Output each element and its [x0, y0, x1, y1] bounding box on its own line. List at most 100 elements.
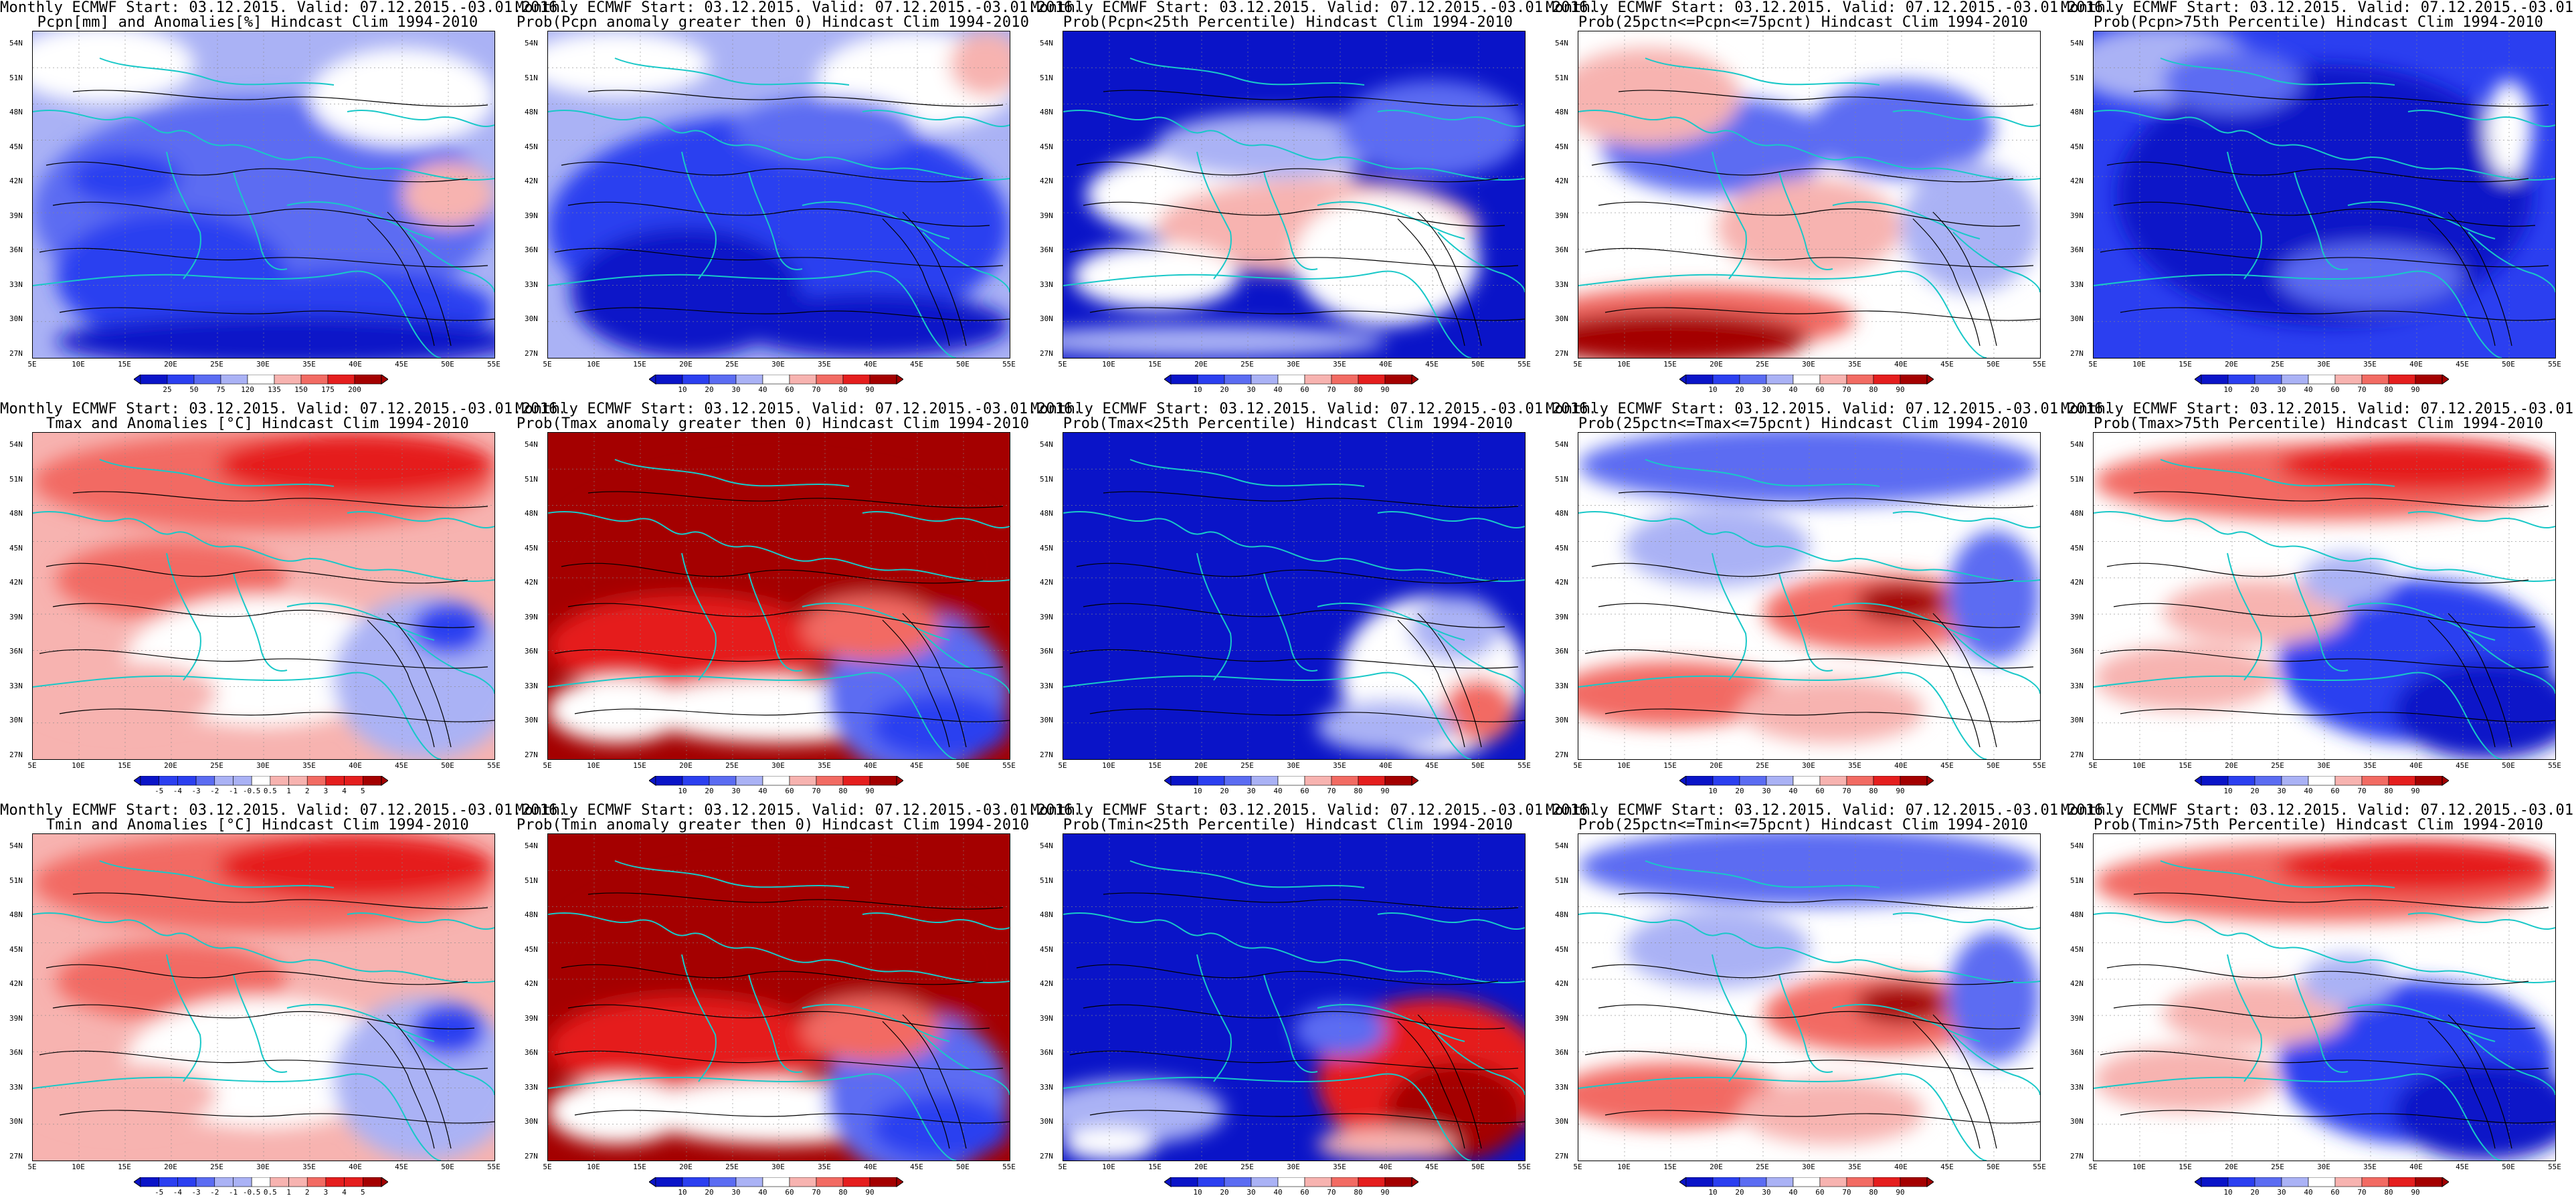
longitude-label: 15E [1148, 761, 1162, 770]
longitude-label: 40E [1894, 761, 1908, 770]
longitude-label: 20E [1194, 360, 1208, 369]
panel-subtitle: Prob(Pcpn>75th Percentile) Hindcast Clim… [2093, 14, 2544, 31]
longitude-label: 25E [1240, 1163, 1254, 1171]
colorbar-tick-label: 70 [1327, 787, 1336, 795]
latitude-label: 42N [525, 578, 538, 587]
latitude-label: 36N [1040, 647, 1053, 656]
colorbar-tick-label: 10 [678, 385, 687, 394]
colorbar-tick-label: 200 [348, 385, 361, 394]
longitude-label: 45E [1425, 761, 1439, 770]
longitude-label: 35E [1848, 360, 1861, 369]
latitude-label: 27N [2070, 750, 2084, 759]
latitude-label: 30N [1040, 1117, 1053, 1126]
colorbar-tick-label: 90 [2411, 385, 2420, 394]
colorbar-tick-label: 80 [1354, 385, 1363, 394]
map-area [547, 31, 1010, 359]
latitude-label: 48N [525, 910, 538, 920]
latitude-label: 42N [9, 177, 23, 186]
longitude-label: 55E [1517, 360, 1531, 369]
longitude-label: 25E [1756, 1163, 1769, 1171]
longitude-label: 50E [441, 360, 454, 369]
latitude-label: 39N [2070, 1013, 2084, 1023]
colorbar-tick-label: 40 [1273, 385, 1283, 394]
map-area [1578, 432, 2041, 760]
colorbar-tick-label: 60 [1815, 385, 1825, 394]
longitude-label: 15E [1148, 1163, 1162, 1171]
longitude-label: 5E [27, 360, 37, 369]
longitude-label: 10E [587, 761, 600, 770]
latitude-label: 48N [9, 108, 23, 117]
latitude-label: 27N [1555, 349, 1568, 358]
colorbar-tick-label: 60 [1300, 1188, 1309, 1197]
longitude-label: 25E [1240, 360, 1254, 369]
latitude-label: 54N [1555, 39, 1568, 47]
longitude-label: 35E [2363, 360, 2377, 369]
longitude-label: 55E [2548, 360, 2561, 369]
longitude-label: 5E [1058, 761, 1067, 770]
longitude-label: 50E [441, 761, 454, 770]
map-area [1063, 31, 1526, 359]
latitude-label: 30N [9, 716, 23, 725]
colorbar-tick-label: 10 [2223, 787, 2233, 795]
longitude-label: 25E [1240, 761, 1254, 770]
longitude-label: 25E [210, 360, 223, 369]
colorbar-tick-label: 60 [2330, 1188, 2340, 1197]
colorbar: -5 -4 -3 -2 -1 -0.5 0.5 1 2 3 4 5 [134, 1177, 388, 1197]
latitude-label: 33N [2070, 1082, 2084, 1092]
panel-subtitle: Prob(25pctn<=Tmin<=75pcnt) Hindcast Clim… [1578, 817, 2029, 833]
colorbar-tick-label: 90 [1380, 787, 1390, 795]
latitude-label: 33N [1040, 1082, 1053, 1092]
longitude-label: 20E [679, 1163, 693, 1171]
latitude-label: 42N [2070, 177, 2084, 186]
colorbar-tick-label: -4 [173, 787, 182, 795]
colorbar-tick-label: 120 [241, 385, 254, 394]
longitude-label: 10E [587, 360, 600, 369]
longitude-label: 20E [2225, 761, 2238, 770]
colorbar-tick-label: 90 [1380, 1188, 1390, 1197]
longitude-label: 20E [1710, 761, 1723, 770]
colorbar-tick-label: 10 [1708, 1188, 1718, 1197]
longitude-label: 30E [1802, 1163, 1815, 1171]
longitude-label: 35E [302, 761, 316, 770]
colorbar-tick-label: -3 [191, 1188, 201, 1197]
longitude-label: 20E [1710, 1163, 1723, 1171]
latitude-label: 42N [1040, 578, 1053, 587]
colorbar-tick-label: 60 [785, 787, 794, 795]
colorbar-tick-label: 40 [1788, 385, 1798, 394]
map-area [32, 833, 495, 1161]
colorbar-tick-label: 60 [2330, 385, 2340, 394]
longitude-label: 50E [956, 360, 970, 369]
latitude-label: 27N [9, 349, 23, 358]
colorbar-tick-label: 60 [2330, 787, 2340, 795]
latitude-label: 30N [525, 314, 538, 324]
longitude-label: 45E [1425, 360, 1439, 369]
latitude-label: 30N [1555, 716, 1568, 725]
longitude-label: 15E [2179, 360, 2192, 369]
colorbar-tick-label: 10 [1193, 787, 1202, 795]
colorbar-tick-label: -3 [191, 787, 201, 795]
longitude-label: 40E [864, 360, 877, 369]
latitude-label: 39N [2070, 211, 2084, 220]
panel-title: Monthly ECMWF Start: 03.12.2015. Valid: … [2061, 802, 2576, 819]
latitude-label: 54N [1040, 841, 1053, 850]
latitude-label: 42N [9, 578, 23, 587]
latitude-label: 39N [9, 1013, 23, 1023]
longitude-label: 5E [27, 1163, 37, 1171]
latitude-label: 27N [1040, 750, 1053, 759]
colorbar: 25 50 75 120 135 150 175 200 [134, 375, 388, 394]
colorbar-tick-label: 40 [758, 787, 767, 795]
latitude-label: 39N [1555, 211, 1568, 220]
longitude-label: 40E [864, 1163, 877, 1171]
longitude-label: 10E [1617, 761, 1631, 770]
colorbar-tick-label: 175 [321, 385, 335, 394]
latitude-label: 30N [9, 314, 23, 324]
colorbar: -5 -4 -3 -2 -1 -0.5 0.5 1 2 3 4 5 [134, 776, 388, 795]
colorbar-tick-label: 70 [1327, 385, 1336, 394]
colorbar-tick-label: 20 [1220, 385, 1229, 394]
colorbar-tick-label: 10 [1193, 1188, 1202, 1197]
longitude-label: 55E [487, 1163, 500, 1171]
latitude-label: 39N [1555, 1013, 1568, 1023]
longitude-label: 5E [2088, 761, 2098, 770]
latitude-label: 42N [2070, 979, 2084, 989]
latitude-label: 33N [525, 280, 538, 289]
